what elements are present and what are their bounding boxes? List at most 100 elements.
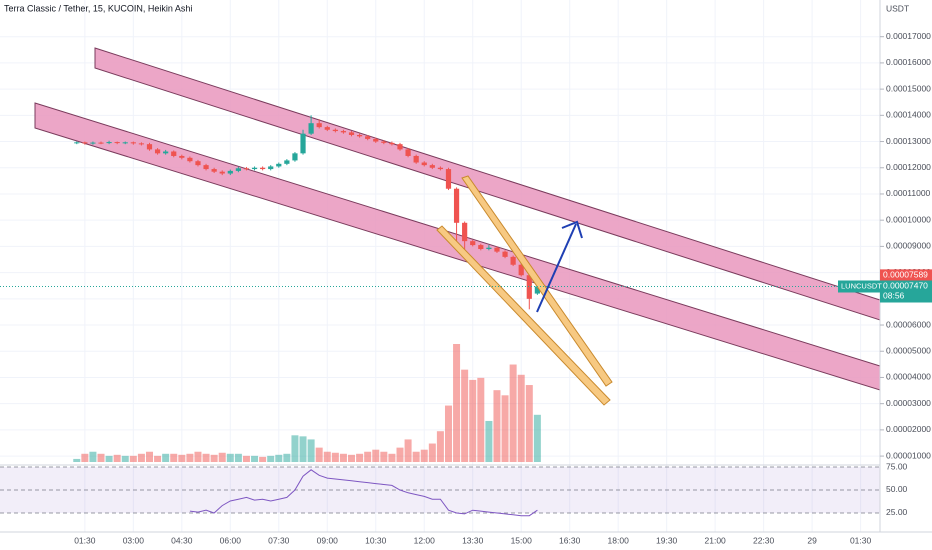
volume-bar [380,451,388,462]
candle-body [502,251,508,257]
volume-bar [162,453,170,462]
candle-body [381,141,387,143]
volume-bar [469,379,477,462]
candle-body [332,129,338,132]
candle-body [470,241,476,246]
candle-body [373,138,379,142]
candle-body [453,188,460,223]
volume-bar [259,456,267,462]
high-marker-label: 0.00007589 [883,270,928,280]
rsi-tick-label: 75.00 [886,461,908,471]
candle-body [284,160,290,164]
candle-body [179,155,185,158]
candle-body [316,123,322,128]
candle-body [146,144,153,150]
volume-bar [218,452,226,462]
x-tick-label: 01:30 [850,535,872,545]
candle-body [219,171,225,174]
rsi-band [0,467,880,513]
volume-bar [356,453,364,462]
volume-bar [372,449,380,462]
volume-bar [461,369,469,462]
volume-bar [275,454,283,462]
candle-body [413,155,419,163]
volume-bar [137,453,145,462]
y-tick-label: 0.00001000 [886,450,931,460]
candle-body [365,136,371,139]
volume-bar [242,455,250,462]
x-tick-label: 09:00 [317,535,339,545]
volume-bar [339,453,347,462]
volume-bar [283,453,291,462]
volume-bar [501,395,509,462]
candle-body [462,222,468,242]
x-tick-label: 19:30 [656,535,678,545]
candle-body [356,134,363,137]
rsi-tick-label: 25.00 [886,507,908,517]
volume-bar [194,451,202,462]
volume-bar [170,453,178,462]
x-tick-label: 01:30 [74,535,96,545]
candle-body [187,157,193,162]
candle-body [154,149,161,154]
volume-bar [348,454,356,462]
y-tick-label: 0.00009000 [886,241,931,251]
x-tick-label: 22:30 [753,535,775,545]
volume-bar [331,452,339,462]
volume-bar [121,455,129,462]
volume-bar [315,447,323,462]
volume-bar [436,431,444,462]
x-tick-label: 07:30 [268,535,290,545]
x-tick-label: 04:30 [171,535,193,545]
y-tick-label: 0.00013000 [886,136,931,146]
candle-body [203,165,209,170]
volume-bar [89,451,97,462]
volume-bar [323,451,331,462]
candle-body [114,142,120,144]
candle-body [300,133,306,154]
arrow-head [561,220,583,239]
y-tick-label: 0.00006000 [886,319,931,329]
currency: USDT [886,3,909,13]
candle-body [494,247,500,252]
volume-bar [412,451,420,462]
wedge-upper [461,175,613,387]
volume-bar [202,453,210,462]
volume-bar [113,454,121,462]
y-tick-label: 0.00010000 [886,214,931,224]
volume-bar [525,385,533,462]
candle-body [389,142,395,145]
symbol-box [838,280,880,293]
candle-body [268,166,274,170]
candle-body [260,167,266,170]
volume-bar [396,447,404,462]
candles [74,115,540,310]
volume [73,344,541,462]
y-tick-label: 0.00015000 [886,83,931,93]
symbol-label: LUNCUSDT [841,281,882,290]
volume-bar [291,435,299,462]
volume-bar [81,453,89,462]
x-tick-label: 16:30 [559,535,581,545]
volume-bar [533,414,541,462]
candle-body [243,168,250,170]
candle-body [421,162,427,166]
volume-bar [485,420,493,462]
volume-bar [97,453,105,462]
volume-bar [178,454,186,462]
volume-bar [364,451,372,462]
volume-bar [493,390,501,462]
candle-body [348,132,355,135]
candle-body [106,142,112,144]
volume-bar [267,455,275,462]
candle-body [90,142,96,144]
y-tick-label: 0.00002000 [886,424,931,434]
chart-title: Terra Classic / Tether, 15, KUCOIN, Heik… [4,3,192,13]
volume-bar [428,443,436,462]
rsi-pane: 75.00 50.00 25.00 [0,461,908,517]
candle-body [429,165,435,168]
candle-body [130,142,136,144]
candle-body [122,142,128,144]
wedge-lower [436,225,611,406]
